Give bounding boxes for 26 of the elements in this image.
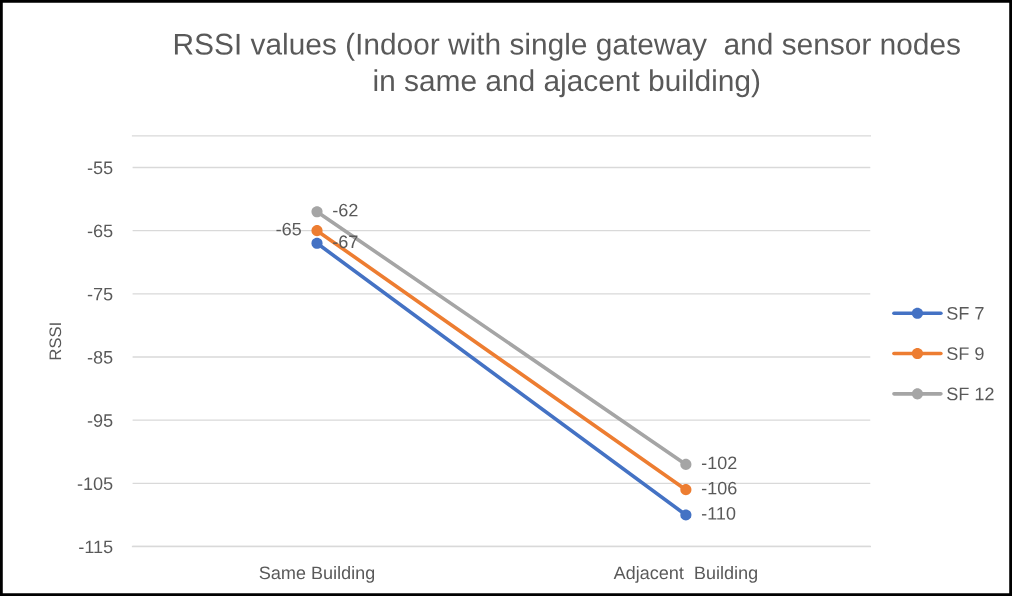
point (311, 237, 323, 249)
y-tick-label: -105 (77, 477, 113, 491)
x-tick-label: Adjacent Building (613, 565, 757, 583)
point (311, 206, 323, 218)
y-tick-label: -65 (87, 224, 113, 238)
point (680, 458, 692, 470)
y-tick-label: -95 (87, 414, 113, 427)
data-label: -67 (333, 235, 358, 249)
legend-label: SF 12 (947, 387, 994, 401)
y-tick-label: -115 (79, 540, 113, 554)
data-label: -65 (276, 222, 301, 236)
data-label: -106 (701, 481, 737, 495)
point (680, 509, 692, 521)
chart-title: RSSI values (Indoor with single gateway and sensor nodes in same and ajacent building) (174, 32, 960, 98)
legend-label: SF 9 (947, 347, 984, 361)
y-tick-label: -75 (87, 287, 113, 301)
x-tick-label: Same Building (259, 565, 375, 583)
y-tick-label: -55 (87, 161, 113, 175)
legend-label: SF 7 (947, 306, 984, 320)
data-label: -110 (701, 507, 736, 520)
data-label: -62 (333, 203, 358, 217)
y-axis-title: RSSI (49, 323, 62, 360)
point (680, 484, 692, 496)
data-label: -102 (701, 456, 737, 470)
point (311, 225, 323, 237)
y-tick-label: -85 (87, 350, 113, 364)
